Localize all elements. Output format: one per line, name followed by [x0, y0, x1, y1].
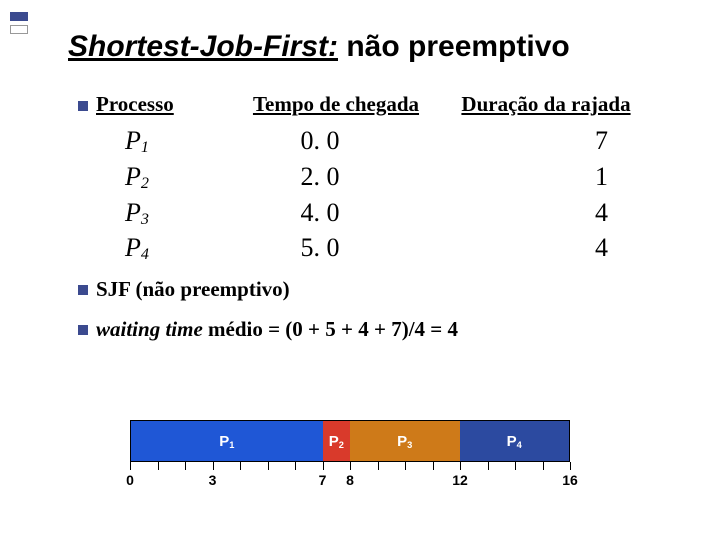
process-cell: P4 [125, 230, 220, 266]
gantt-bar: P1P2P3P4 [130, 420, 570, 462]
tick-mark [130, 462, 131, 470]
tick-label: 0 [126, 472, 134, 488]
process-cell: P3 [125, 195, 220, 231]
burst-cell: 7 [420, 123, 640, 159]
arrival-cell: 2. 0 [220, 159, 420, 195]
tick-mark [158, 462, 159, 470]
bullet-icon [78, 285, 88, 295]
burst-cell: 4 [420, 195, 640, 231]
arrival-cell: 5. 0 [220, 230, 420, 266]
process-cell: P2 [125, 159, 220, 195]
slide-canvas: Shortest-Job-First: não preemptivo Proce… [0, 0, 720, 540]
tick-mark [213, 462, 214, 470]
gantt-segment: P1 [131, 421, 323, 461]
gantt-segment: P4 [460, 421, 570, 461]
tick-mark [460, 462, 461, 470]
tick-mark [488, 462, 489, 470]
bullet-icon [78, 101, 88, 111]
col-header-duracao: Duração da rajada [436, 92, 656, 117]
col-header-tempo: Tempo de chegada [236, 92, 436, 117]
tick-mark [515, 462, 516, 470]
bullet-icon [78, 325, 88, 335]
arrival-cell: 0. 0 [220, 123, 420, 159]
tick-mark [378, 462, 379, 470]
accent-decoration [10, 12, 28, 34]
tick-mark [350, 462, 351, 470]
tick-mark [295, 462, 296, 470]
bullet-waiting: waiting time médio = (0 + 5 + 4 + 7)/4 =… [78, 314, 680, 346]
title-rest: não preemptivo [338, 30, 570, 63]
bullet-sjf: SJF (não preemptivo) [78, 274, 680, 306]
tick-label: 3 [209, 472, 217, 488]
tick-mark [570, 462, 571, 470]
table-header-row: Processo Tempo de chegada Duração da raj… [78, 92, 680, 117]
gantt-segment: P3 [350, 421, 460, 461]
col-header-processo: Processo [96, 92, 236, 117]
gantt-chart: P1P2P3P4 03781216 [130, 420, 570, 490]
gantt-segment: P2 [323, 421, 350, 461]
tick-label: 7 [319, 472, 327, 488]
table-row: P10. 07 [125, 123, 680, 159]
tick-mark [543, 462, 544, 470]
tick-mark [405, 462, 406, 470]
tick-label: 8 [346, 472, 354, 488]
accent-bar-hollow [10, 25, 28, 34]
page-title: Shortest-Job-First: não preemptivo [68, 30, 680, 64]
wait-italic: waiting time [96, 317, 203, 341]
sjf-rest: (não preemptivo) [135, 277, 289, 301]
tick-mark [240, 462, 241, 470]
tick-label: 12 [452, 472, 468, 488]
sjf-prefix: SJF [96, 277, 135, 301]
data-rows: P10. 07P22. 01P34. 04P45. 04 [50, 123, 680, 266]
tick-mark [433, 462, 434, 470]
gantt-ticks: 03781216 [130, 462, 570, 490]
burst-cell: 4 [420, 230, 640, 266]
title-italic: Shortest-Job-First: [68, 30, 338, 63]
tick-mark [268, 462, 269, 470]
tick-mark [323, 462, 324, 470]
table-row: P22. 01 [125, 159, 680, 195]
table-row: P45. 04 [125, 230, 680, 266]
accent-bar-solid [10, 12, 28, 21]
burst-cell: 1 [420, 159, 640, 195]
tick-mark [185, 462, 186, 470]
table-row: P34. 04 [125, 195, 680, 231]
wait-rest: médio = (0 + 5 + 4 + 7)/4 = 4 [203, 317, 458, 341]
tick-label: 16 [562, 472, 578, 488]
process-cell: P1 [125, 123, 220, 159]
arrival-cell: 4. 0 [220, 195, 420, 231]
